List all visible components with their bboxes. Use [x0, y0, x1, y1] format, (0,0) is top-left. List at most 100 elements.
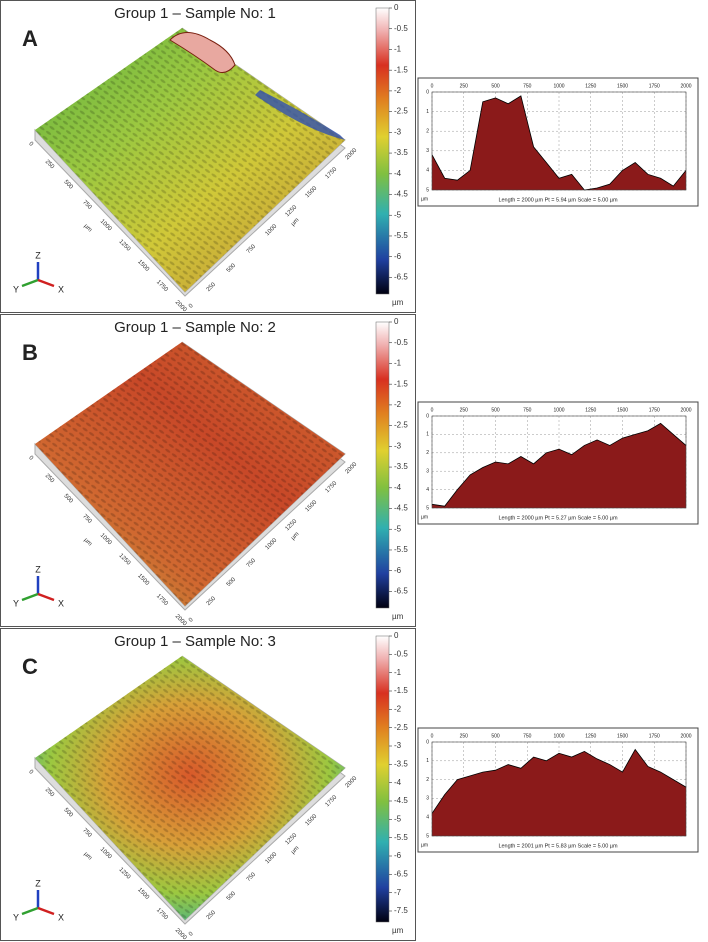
surface-low [255, 90, 345, 140]
gizmo-label: X [58, 912, 64, 922]
gizmo-axis [37, 592, 55, 602]
surface-tick-label: 0 [188, 617, 195, 624]
colorbar-tick-label: -0.5 [394, 649, 408, 658]
surface-tick-label: 750 [81, 199, 93, 211]
surface-tick-label: 250 [206, 281, 218, 293]
y-tick-label: 3 [426, 469, 429, 475]
panel-title: Group 1 – Sample No: 2 [114, 319, 276, 336]
colorbar-tick-label: -4 [394, 483, 402, 492]
colorbar-tick-label: -6.5 [394, 869, 408, 878]
panel-title: Group 1 – Sample No: 1 [114, 5, 276, 22]
colorbar-tick-label: -3 [394, 441, 402, 450]
y-tick-label: 5 [426, 187, 429, 193]
colorbar-tick-label: -3 [394, 741, 402, 750]
x-tick-label: 750 [523, 733, 532, 739]
gizmo-label: Z [35, 250, 41, 260]
colorbar-tick-label: -5.5 [394, 231, 408, 240]
panel-frame [0, 314, 416, 627]
surface-tick-label: 0 [27, 769, 34, 776]
x-tick-label: 1000 [553, 407, 564, 413]
surface-unit: µm [82, 851, 92, 861]
surface-unit: µm [82, 223, 92, 233]
gizmo-label: Y [13, 598, 19, 608]
x-tick-label: 2000 [680, 83, 691, 89]
x-tick-label: 250 [460, 733, 469, 739]
surface-tick-label: 500 [62, 493, 74, 505]
colorbar-tick-label: -1.5 [394, 379, 408, 388]
surface-tick-label: 1250 [285, 204, 299, 218]
colorbar-tick-label: -5 [394, 524, 402, 533]
colorbar-tick-label: -5.5 [394, 833, 408, 842]
surface-tick-label: 2000 [345, 461, 359, 475]
x-tick-label: 1750 [649, 733, 660, 739]
colorbar-unit: µm [392, 926, 404, 935]
surface-tick-label: 1500 [305, 813, 319, 827]
colorbar-tick-label: -0.5 [394, 338, 408, 347]
profile-footer: Length = 2000 µm Pt = 5.27 µm Scale = 5.… [498, 515, 618, 521]
x-tick-label: 1000 [553, 733, 564, 739]
colorbar-tick-label: -2.5 [394, 107, 408, 116]
y-tick-label: 2 [426, 450, 429, 456]
profile-line [431, 422, 687, 507]
colorbar-tick-label: -4 [394, 778, 402, 787]
colorbar [375, 7, 390, 295]
surface-unit: µm [290, 531, 300, 541]
gizmo-label: X [58, 284, 64, 294]
surface-tick-label: 1250 [285, 518, 299, 532]
gizmo-label: X [58, 598, 64, 608]
surface-tick-label: 750 [246, 871, 258, 883]
colorbar-tick-label: -7.5 [394, 906, 408, 915]
x-tick-label: 1250 [585, 407, 596, 413]
y-tick-label: 0 [426, 89, 429, 95]
gizmo-axis [21, 592, 39, 602]
profile-footer: Length = 2000 µm Pt = 5.94 µm Scale = 5.… [498, 197, 618, 203]
panel-frame [0, 628, 416, 941]
colorbar-tick-label: -3.5 [394, 462, 408, 471]
surface-tick-label: 1750 [325, 480, 339, 494]
surface-texture [35, 28, 345, 292]
surface-tick-label: 2000 [174, 300, 188, 314]
colorbar-tick-label: -1 [394, 45, 402, 54]
gizmo-label: Y [13, 284, 19, 294]
y-tick-label: 1 [426, 758, 429, 764]
surface-tick-label: 750 [81, 513, 93, 525]
y-tick-label: 5 [426, 833, 429, 839]
x-tick-label: 1000 [553, 83, 564, 89]
surface-tick-label: 1750 [155, 279, 169, 293]
x-tick-label: 1500 [617, 733, 628, 739]
colorbar-tick-label: -6 [394, 566, 402, 575]
surface-tick-label: 1000 [265, 851, 279, 865]
x-tick-label: 250 [460, 83, 469, 89]
colorbar-tick-label: -2 [394, 86, 402, 95]
x-tick-label: 0 [431, 83, 434, 89]
colorbar-tick-label: -1.5 [394, 686, 408, 695]
gizmo-axis [37, 906, 55, 916]
x-tick-label: 750 [523, 83, 532, 89]
gizmo-axis [21, 906, 39, 916]
surface-tick-label: 1250 [117, 867, 131, 881]
colorbar-tick-label: 0 [394, 631, 399, 640]
plot-frame [431, 741, 687, 837]
colorbar [375, 635, 390, 923]
surface-tick-label: 1250 [117, 553, 131, 567]
y-tick-label: 0 [426, 413, 429, 419]
surface-tick-label: 0 [27, 455, 34, 462]
colorbar-tick-label: -1 [394, 359, 402, 368]
colorbar-tick-label: -1.5 [394, 65, 408, 74]
surface-tick-label: 250 [44, 787, 56, 799]
colorbar-tick-label: -5 [394, 814, 402, 823]
surface-tick-label: 1750 [325, 794, 339, 808]
surface-tick-label: 500 [226, 576, 238, 588]
surface-tick-label: 1500 [136, 573, 150, 587]
x-tick-label: 1250 [585, 733, 596, 739]
profile-area [432, 423, 686, 508]
colorbar-tick-label: 0 [394, 3, 399, 12]
y-tick-label: 4 [426, 487, 429, 493]
surface-tick-label: 1000 [99, 533, 113, 547]
surface-tick-label: 1500 [305, 185, 319, 199]
x-tick-label: 500 [491, 83, 500, 89]
surface-tick-label: 1750 [155, 593, 169, 607]
surface-tick-label: 750 [246, 557, 258, 569]
colorbar-tick-label: -4.5 [394, 504, 408, 513]
surface-tick-label: 2000 [174, 928, 188, 942]
